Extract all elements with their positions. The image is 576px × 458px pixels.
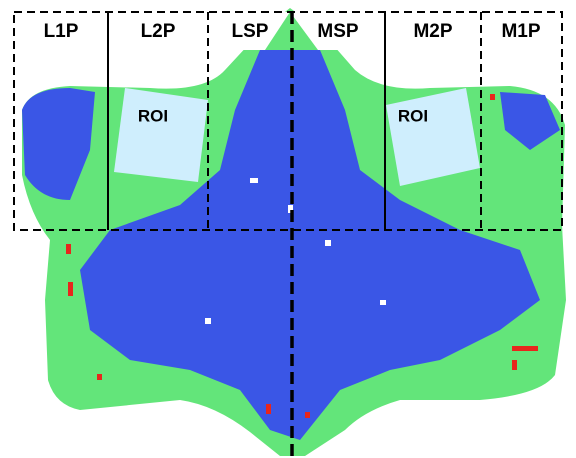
region-label: MSP <box>317 21 359 42</box>
region-label: M1P <box>501 21 540 42</box>
region-label: LSP <box>232 21 269 42</box>
roi-label: ROI <box>398 106 428 125</box>
region-label: M2P <box>413 21 452 42</box>
roi-label: ROI <box>138 106 168 125</box>
region-label: L1P <box>44 21 79 42</box>
region-label: L2P <box>141 21 176 42</box>
diagram: L1P L2P LSP MSP M2P M1P ROI ROI <box>0 0 576 458</box>
